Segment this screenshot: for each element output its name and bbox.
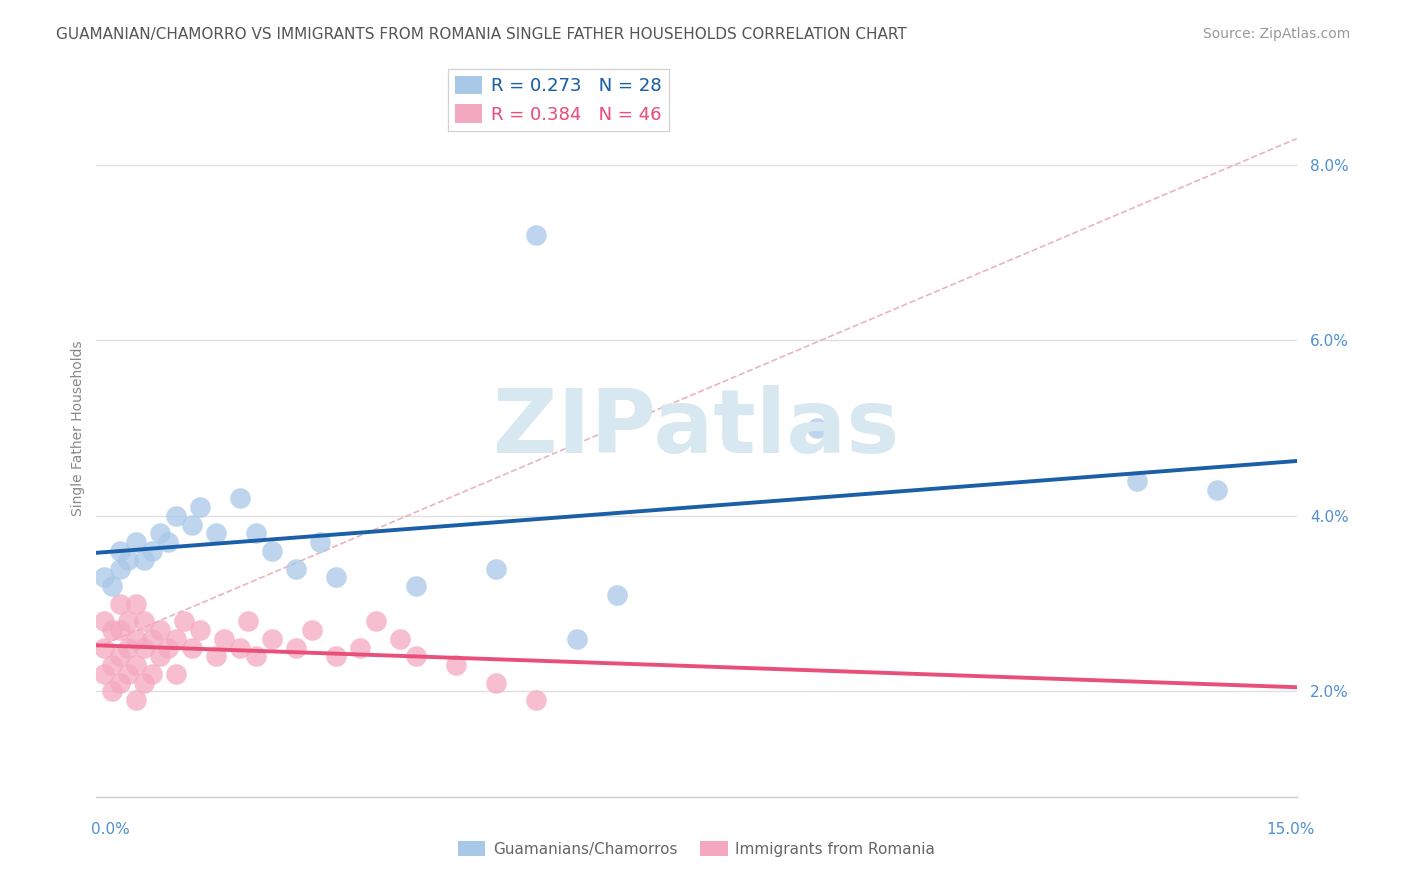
Point	[110, 623, 132, 637]
Point	[405, 579, 427, 593]
Point	[205, 649, 228, 664]
Point	[101, 658, 124, 673]
Point	[165, 632, 187, 646]
Point	[1125, 474, 1147, 488]
Point	[245, 526, 267, 541]
Point	[485, 675, 508, 690]
Point	[117, 553, 139, 567]
Point	[190, 623, 212, 637]
Point	[349, 640, 371, 655]
Point	[101, 579, 124, 593]
Point	[141, 632, 163, 646]
Point	[229, 491, 252, 506]
Point	[405, 649, 427, 664]
Point	[238, 614, 260, 628]
Point	[93, 570, 115, 584]
Point	[325, 570, 347, 584]
Point	[301, 623, 323, 637]
Point	[93, 614, 115, 628]
Point	[229, 640, 252, 655]
Point	[134, 640, 156, 655]
Point	[806, 421, 828, 435]
Point	[125, 597, 148, 611]
Point	[1205, 483, 1227, 497]
Point	[205, 526, 228, 541]
Point	[93, 640, 115, 655]
Point	[262, 544, 284, 558]
Point	[134, 553, 156, 567]
Point	[389, 632, 412, 646]
Point	[181, 640, 204, 655]
Point	[325, 649, 347, 664]
Point	[245, 649, 267, 664]
Point	[366, 614, 388, 628]
Point	[125, 632, 148, 646]
Point	[526, 693, 548, 707]
Point	[110, 544, 132, 558]
Point	[125, 693, 148, 707]
Point	[110, 675, 132, 690]
Legend: R = 0.273   N = 28, R = 0.384   N = 46: R = 0.273 N = 28, R = 0.384 N = 46	[449, 69, 669, 131]
Point	[134, 675, 156, 690]
Text: GUAMANIAN/CHAMORRO VS IMMIGRANTS FROM ROMANIA SINGLE FATHER HOUSEHOLDS CORRELATI: GUAMANIAN/CHAMORRO VS IMMIGRANTS FROM RO…	[56, 27, 907, 42]
Point	[101, 684, 124, 698]
Point	[157, 640, 180, 655]
Point	[214, 632, 236, 646]
Point	[117, 666, 139, 681]
Point	[134, 614, 156, 628]
Point	[110, 597, 132, 611]
Text: 15.0%: 15.0%	[1267, 822, 1315, 837]
Point	[149, 623, 172, 637]
Point	[309, 535, 332, 549]
Point	[125, 658, 148, 673]
Point	[565, 632, 588, 646]
Point	[141, 544, 163, 558]
Point	[125, 535, 148, 549]
Point	[157, 535, 180, 549]
Point	[117, 640, 139, 655]
Point	[181, 517, 204, 532]
Point	[262, 632, 284, 646]
Point	[526, 228, 548, 243]
Point	[285, 640, 308, 655]
Point	[285, 561, 308, 575]
Text: 0.0%: 0.0%	[91, 822, 131, 837]
Text: Source: ZipAtlas.com: Source: ZipAtlas.com	[1202, 27, 1350, 41]
Point	[190, 500, 212, 515]
Point	[446, 658, 468, 673]
Point	[605, 588, 627, 602]
Point	[110, 561, 132, 575]
Y-axis label: Single Father Households: Single Father Households	[72, 341, 86, 516]
Point	[149, 526, 172, 541]
Text: ZIPatlas: ZIPatlas	[494, 384, 900, 472]
Point	[485, 561, 508, 575]
Point	[110, 649, 132, 664]
Point	[165, 508, 187, 523]
Point	[141, 666, 163, 681]
Point	[165, 666, 187, 681]
Point	[93, 666, 115, 681]
Point	[101, 623, 124, 637]
Point	[173, 614, 195, 628]
Point	[117, 614, 139, 628]
Point	[149, 649, 172, 664]
